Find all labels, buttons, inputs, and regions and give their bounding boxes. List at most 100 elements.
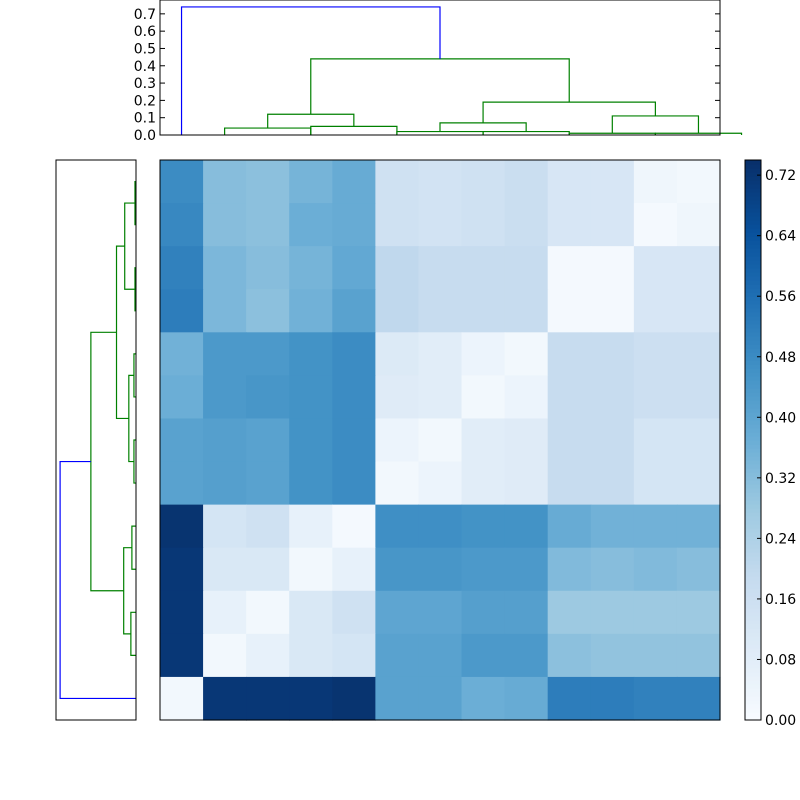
heatmap-cell bbox=[418, 676, 463, 721]
heatmap-cell bbox=[246, 203, 290, 247]
colorbar-band bbox=[745, 484, 761, 489]
colorbar-band bbox=[745, 692, 761, 697]
heatmap-cell bbox=[203, 289, 247, 333]
heatmap-cell bbox=[504, 203, 549, 247]
heatmap-cell bbox=[633, 418, 678, 463]
top-dendrogram-link bbox=[310, 58, 570, 115]
top-dendrogram-tick-label: 0.0 bbox=[134, 128, 156, 144]
colorbar-band bbox=[745, 696, 761, 701]
colorbar-band bbox=[745, 288, 761, 293]
colorbar-band bbox=[745, 332, 761, 337]
heatmap-cell bbox=[203, 676, 247, 721]
colorbar-band bbox=[745, 276, 761, 281]
colorbar-band bbox=[745, 376, 761, 381]
heatmap-cell bbox=[160, 547, 204, 592]
left-dendrogram-link bbox=[128, 374, 134, 463]
colorbar-band bbox=[745, 388, 761, 393]
colorbar-band bbox=[745, 220, 761, 225]
colorbar-band bbox=[745, 232, 761, 237]
colorbar-band bbox=[745, 556, 761, 561]
heatmap-cell bbox=[547, 547, 592, 592]
colorbar-band bbox=[745, 636, 761, 641]
colorbar-band bbox=[745, 500, 761, 505]
heatmap-cell bbox=[203, 246, 247, 290]
heatmap-cell bbox=[160, 418, 204, 463]
heatmap-cell bbox=[332, 418, 376, 463]
heatmap-cell bbox=[246, 633, 290, 678]
heatmap-cell bbox=[418, 332, 463, 376]
heatmap-cell bbox=[461, 461, 506, 506]
colorbar-tick-label: 0.72 bbox=[765, 168, 796, 184]
heatmap-cell bbox=[504, 547, 549, 592]
colorbar-band bbox=[745, 440, 761, 445]
heatmap-cell bbox=[375, 633, 420, 678]
heatmap-cell bbox=[418, 590, 463, 635]
colorbar-band bbox=[745, 712, 761, 717]
heatmap-cell bbox=[633, 375, 678, 420]
colorbar-band bbox=[745, 164, 761, 169]
heatmap-cell bbox=[160, 203, 204, 247]
heatmap-cell bbox=[160, 160, 204, 204]
heatmap-cell bbox=[590, 203, 635, 247]
heatmap-cell bbox=[547, 590, 592, 635]
colorbar-band bbox=[745, 548, 761, 553]
colorbar-band bbox=[745, 688, 761, 693]
colorbar-band bbox=[745, 576, 761, 581]
colorbar-band bbox=[745, 392, 761, 397]
top-dendrogram-tick-label: 0.5 bbox=[134, 41, 156, 57]
colorbar-band bbox=[745, 492, 761, 497]
heatmap-cell bbox=[590, 633, 635, 678]
heatmap-cell bbox=[289, 547, 333, 592]
heatmap-cell bbox=[289, 332, 333, 376]
heatmap-cell bbox=[289, 633, 333, 678]
left-dendrogram-links bbox=[59, 180, 136, 700]
heatmap-cell bbox=[375, 547, 420, 592]
top-dendrogram-tick-label: 0.4 bbox=[134, 59, 156, 75]
heatmap-cell bbox=[332, 375, 376, 420]
colorbar-band bbox=[745, 540, 761, 545]
colorbar-band bbox=[745, 396, 761, 401]
colorbar-band bbox=[745, 448, 761, 453]
colorbar-band bbox=[745, 308, 761, 313]
colorbar-band bbox=[745, 412, 761, 417]
left-dendrogram-link bbox=[130, 611, 136, 656]
heatmap-cell bbox=[375, 676, 420, 721]
top-dendrogram-link bbox=[611, 115, 700, 134]
left-dendrogram-link bbox=[90, 331, 124, 592]
heatmap-cell bbox=[676, 246, 721, 290]
heatmap-cell bbox=[203, 160, 247, 204]
colorbar-band bbox=[745, 248, 761, 253]
colorbar-band bbox=[745, 320, 761, 325]
colorbar-band bbox=[745, 312, 761, 317]
heatmap-cell bbox=[547, 160, 592, 204]
heatmap-cell bbox=[547, 676, 592, 721]
heatmap-cell bbox=[504, 633, 549, 678]
colorbar-band bbox=[745, 672, 761, 677]
left-dendrogram-link bbox=[133, 439, 136, 484]
heatmap-cell bbox=[461, 547, 506, 592]
heatmap-cell bbox=[375, 246, 420, 290]
heatmap-cell bbox=[160, 375, 204, 420]
heatmap-cell bbox=[461, 590, 506, 635]
colorbar-band bbox=[745, 604, 761, 609]
colorbar-band bbox=[745, 244, 761, 249]
heatmap-cell bbox=[504, 160, 549, 204]
colorbar-band bbox=[745, 236, 761, 241]
heatmap-cell bbox=[461, 160, 506, 204]
heatmap-cell bbox=[203, 203, 247, 247]
heatmap-cell bbox=[590, 418, 635, 463]
heatmap-cell bbox=[375, 375, 420, 420]
heatmap-cell bbox=[203, 504, 247, 549]
heatmap-cell bbox=[332, 590, 376, 635]
heatmap-cell bbox=[590, 676, 635, 721]
heatmap-cell bbox=[461, 676, 506, 721]
heatmap-cell bbox=[160, 676, 204, 721]
colorbar-band bbox=[745, 600, 761, 605]
heatmap-cell bbox=[289, 461, 333, 506]
heatmap-cell bbox=[375, 203, 420, 247]
heatmap-cell bbox=[676, 633, 721, 678]
colorbar-band bbox=[745, 420, 761, 425]
heatmap-cell bbox=[547, 418, 592, 463]
heatmap-cell bbox=[160, 246, 204, 290]
heatmap-cell bbox=[418, 418, 463, 463]
